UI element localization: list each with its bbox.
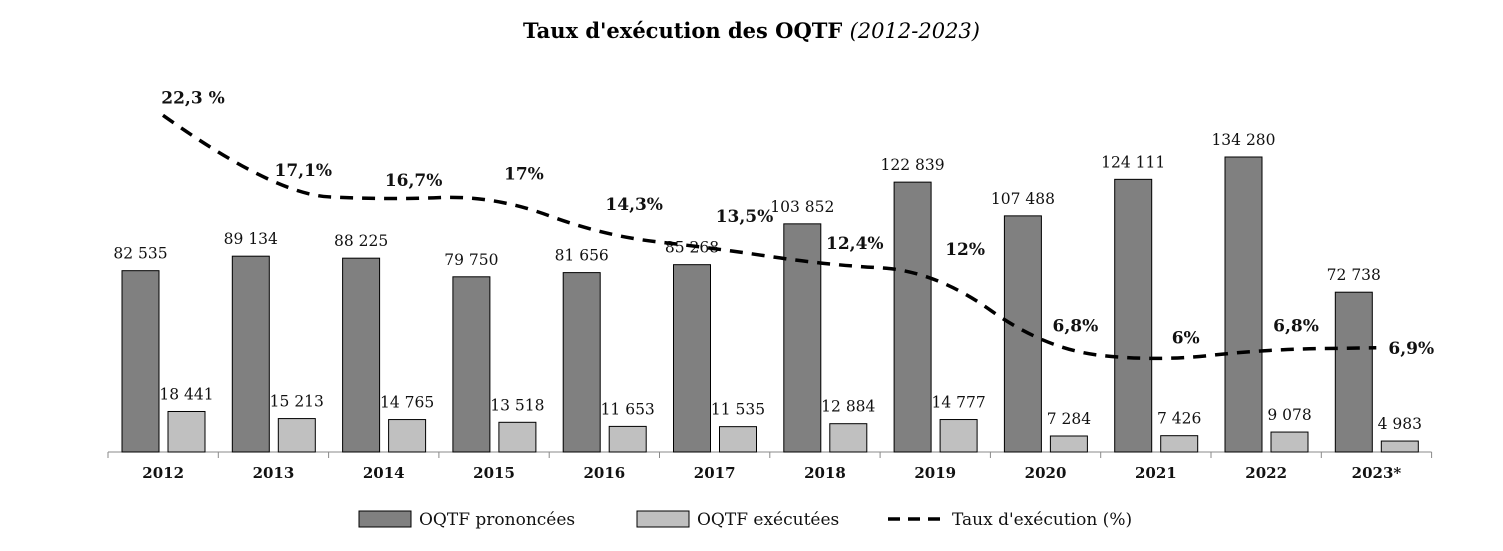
bar-label-executees: 11 535	[711, 401, 765, 419]
bar-label-executees: 15 213	[270, 393, 324, 411]
bar-label-prononcees: 81 656	[555, 247, 609, 265]
bar-prononcees	[893, 181, 932, 453]
bar-prononcees	[1334, 291, 1373, 453]
bar-prononcees	[783, 223, 822, 453]
bar-label-executees: 18 441	[159, 385, 213, 403]
bar-executees	[388, 419, 427, 453]
legend-label-executees: OQTF exécutées	[697, 510, 839, 530]
rate-label: 16,7%	[385, 171, 443, 191]
rate-label: 12,4%	[826, 234, 884, 254]
rate-label: 6,9%	[1388, 339, 1434, 359]
bar-label-prononcees: 72 738	[1327, 266, 1381, 284]
x-tick-label: 2018	[804, 464, 846, 482]
x-tick-label: 2014	[363, 464, 405, 482]
rate-label: 17,1%	[275, 161, 333, 181]
rate-label: 13,5%	[716, 207, 774, 227]
bar-prononcees	[121, 270, 160, 453]
bar-label-prononcees: 89 134	[224, 230, 278, 248]
chart-title: Taux d'exécution des OQTF (2012-2023)	[0, 18, 1503, 43]
bar-executees	[719, 426, 757, 453]
rate-dashed-line	[161, 113, 1377, 361]
x-tick-label: 2021	[1135, 464, 1177, 482]
x-tick-label: 2019	[914, 464, 956, 482]
legend: OQTF prononcées OQTF exécutées Taux d'exéc…	[358, 510, 1132, 530]
bar-label-executees: 12 884	[821, 398, 875, 416]
x-tick-label: 2023*	[1352, 464, 1402, 482]
bar-label-prononcees: 124 111	[1101, 153, 1165, 171]
bar-label-executees: 14 777	[931, 394, 985, 412]
x-tick-label: 2017	[694, 464, 736, 482]
bar-prononcees	[452, 276, 491, 453]
bar-executees	[167, 410, 206, 453]
bar-prononcees	[231, 255, 270, 453]
bar-executees	[277, 418, 316, 453]
x-tick-label: 2022	[1245, 464, 1287, 482]
bar-label-prononcees: 122 839	[881, 156, 945, 174]
bar-prononcees	[342, 257, 381, 453]
bar-executees	[1380, 440, 1419, 453]
bar-executees	[498, 421, 537, 453]
rate-label: 6,8%	[1053, 316, 1099, 336]
bar-label-prononcees: 103 852	[770, 198, 834, 216]
x-tick-label: 2015	[473, 464, 515, 482]
rate-label: 6,8%	[1273, 316, 1319, 336]
bar-label-executees: 7 426	[1157, 410, 1201, 428]
bar-executees	[939, 419, 978, 453]
bar-executees	[608, 425, 647, 453]
x-tick-label: 2020	[1025, 464, 1067, 482]
legend-label-prononcees: OQTF prononcées	[419, 510, 575, 530]
rate-label: 17%	[504, 164, 544, 184]
bar-label-prononcees: 88 225	[334, 232, 388, 250]
bar-prononcees	[673, 264, 711, 453]
bar-label-prononcees: 85 268	[665, 239, 719, 257]
chart-subtitle: (2012-2023)	[849, 19, 980, 43]
rate-label: 14,3%	[605, 195, 663, 215]
rate-label: 12%	[945, 240, 985, 260]
x-tick-label: 2012	[142, 464, 184, 482]
legend-swatch-prononcees	[358, 510, 412, 528]
x-tick-label: 2016	[583, 464, 625, 482]
bar-executees	[1160, 435, 1199, 453]
chart-title-main: Taux d'exécution des OQTF	[523, 18, 843, 43]
x-tick-label: 2013	[253, 464, 295, 482]
bar-label-executees: 11 653	[601, 400, 655, 418]
bar-label-executees: 9 078	[1267, 406, 1311, 424]
bar-executees	[829, 423, 868, 453]
rate-label: 6%	[1172, 328, 1200, 348]
bar-executees	[1270, 431, 1309, 453]
bar-label-executees: 7 284	[1047, 410, 1092, 428]
bar-prononcees	[1003, 215, 1042, 453]
bar-prononcees	[562, 272, 601, 453]
bar-prononcees	[1224, 156, 1263, 453]
bar-label-executees: 4 983	[1378, 415, 1422, 433]
rate-label: 22,3 %	[161, 88, 224, 108]
legend-swatch-executees	[636, 510, 690, 528]
bar-label-executees: 14 765	[380, 394, 434, 412]
bar-label-executees: 13 518	[490, 396, 544, 414]
bar-executees	[1049, 435, 1088, 453]
bar-label-prononcees: 82 535	[113, 245, 167, 263]
bar-prononcees	[1114, 178, 1153, 453]
bar-label-prononcees: 79 750	[444, 251, 498, 269]
bar-label-prononcees: 134 280	[1211, 131, 1275, 149]
bar-label-prononcees: 107 488	[991, 190, 1055, 208]
legend-label-rate: Taux d'exécution (%)	[952, 510, 1132, 530]
